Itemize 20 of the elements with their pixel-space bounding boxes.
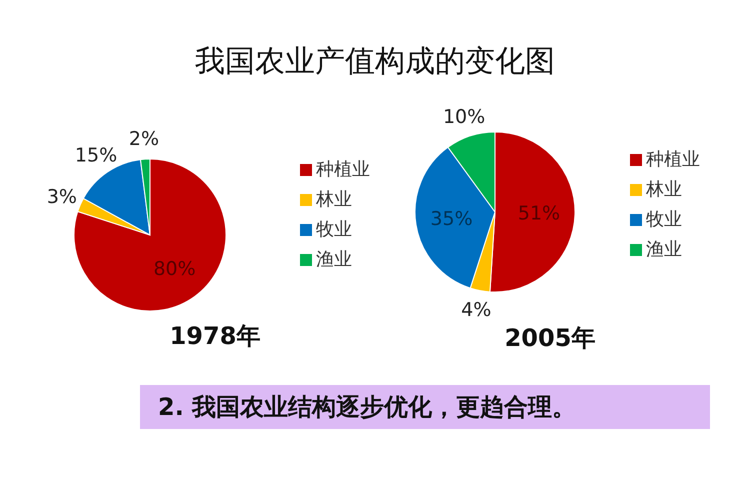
legend-label: 林业 bbox=[646, 179, 682, 200]
legend-label: 渔业 bbox=[646, 239, 682, 260]
legend-label: 牧业 bbox=[646, 209, 682, 230]
data-label: 51% bbox=[518, 202, 560, 224]
legend-label: 渔业 bbox=[316, 249, 352, 270]
text: 我国农业产值构成的变化图 bbox=[195, 44, 555, 79]
legend-label: 林业 bbox=[316, 189, 352, 210]
text: 1978年 bbox=[170, 322, 260, 350]
data-label: 10% bbox=[442, 106, 486, 128]
legend-label: 种植业 bbox=[646, 149, 700, 170]
data-label: 2% bbox=[128, 128, 160, 150]
caption-panel: 2. 我国农业结构逐步优化，更趋合理。 bbox=[140, 385, 710, 429]
data-label: 15% bbox=[74, 144, 118, 167]
data-label: 4% bbox=[461, 299, 492, 322]
data-label: 3% bbox=[46, 186, 77, 208]
legend-label: 种植业 bbox=[316, 159, 370, 180]
text: 2005年 bbox=[504, 324, 596, 352]
legend-label: 牧业 bbox=[316, 219, 352, 240]
data-label: 80% bbox=[153, 258, 196, 280]
data-label: 35% bbox=[430, 208, 473, 230]
